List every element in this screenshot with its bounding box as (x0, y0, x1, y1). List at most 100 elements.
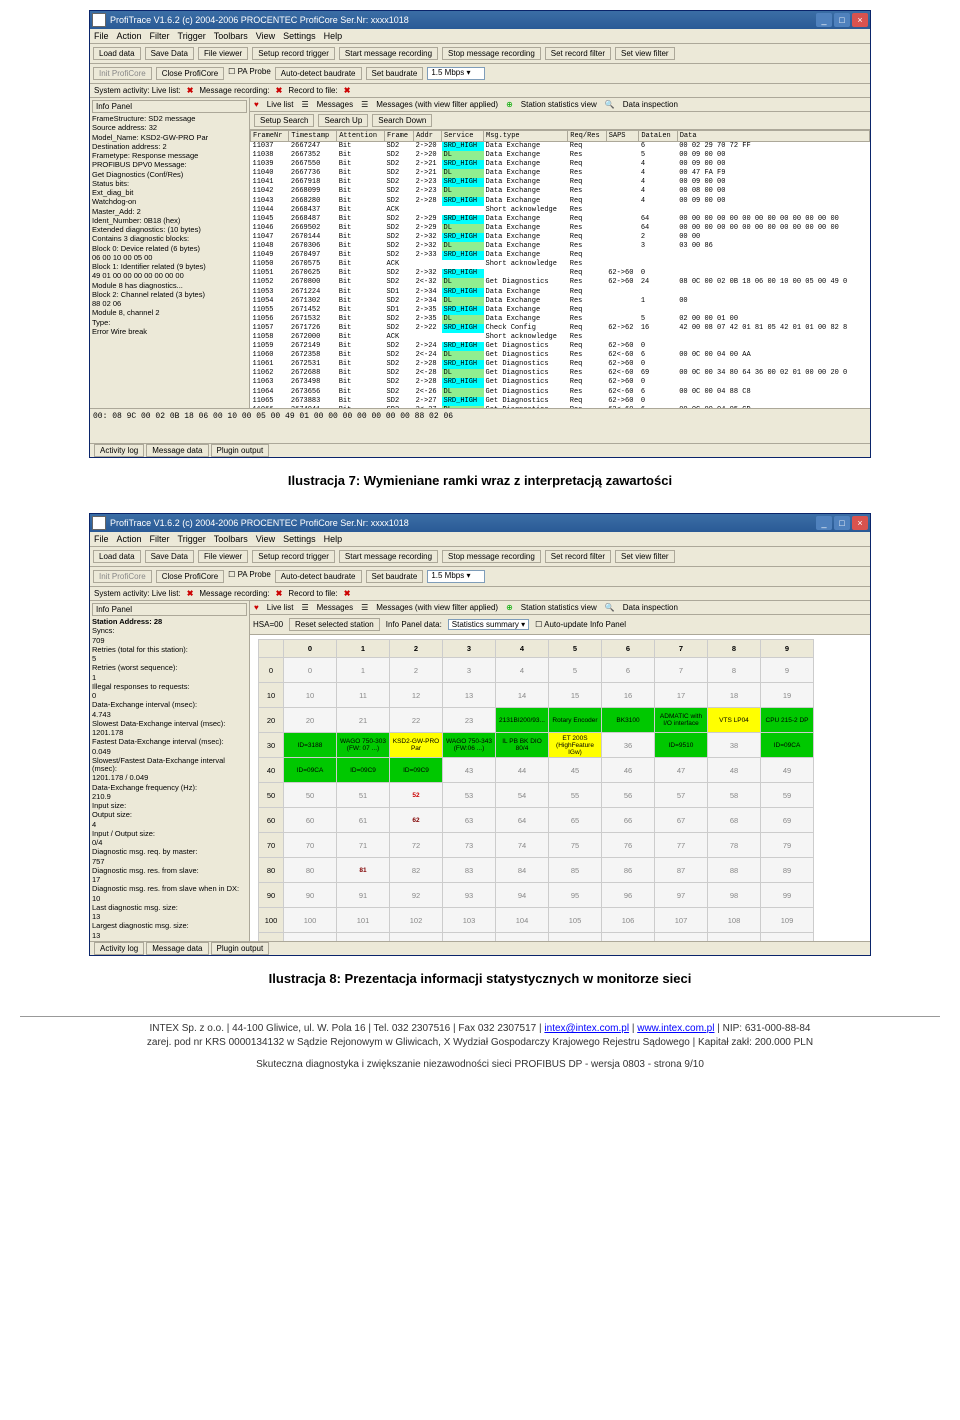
station-cell-28[interactable]: VTS LP04 (708, 708, 761, 733)
station-cell-100[interactable]: 100 (284, 908, 337, 933)
init-proficore-button-2[interactable]: Init ProfiCore (93, 570, 152, 583)
station-cell-43[interactable]: 43 (443, 758, 496, 783)
table-row[interactable]: 110542671302BitSD22->34DLData ExchangeRe… (251, 297, 870, 306)
station-cell-40[interactable]: ID=09CA (284, 758, 337, 783)
station-cell-119[interactable]: 119 (761, 933, 814, 942)
autodetect-baud-button-2[interactable]: Auto-detect baudrate (275, 570, 362, 583)
pa-probe-checkbox[interactable]: ☐ PA Probe (228, 67, 271, 80)
station-cell-66[interactable]: 66 (602, 808, 655, 833)
station-cell-5[interactable]: 5 (549, 658, 602, 683)
station-cell-90[interactable]: 90 (284, 883, 337, 908)
station-cell-91[interactable]: 91 (337, 883, 390, 908)
table-row[interactable]: 110662674041BitSD22<-27DLGet Diagnostics… (251, 406, 870, 408)
station-cell-107[interactable]: 107 (655, 908, 708, 933)
menu-file[interactable]: File (94, 31, 109, 41)
station-cell-61[interactable]: 61 (337, 808, 390, 833)
close-proficore-button[interactable]: Close ProfiCore (156, 67, 224, 80)
station-cell-36[interactable]: 36 (602, 733, 655, 758)
station-cell-96[interactable]: 96 (602, 883, 655, 908)
station-cell-106[interactable]: 106 (602, 908, 655, 933)
bottom-tab[interactable]: Message data (146, 444, 208, 457)
table-row[interactable]: 110472670144BitSD22->32SRD_HIGHData Exch… (251, 233, 870, 242)
station-cell-37[interactable]: ID=9510 (655, 733, 708, 758)
col-header[interactable]: Data (677, 131, 869, 142)
station-cell-1[interactable]: 1 (337, 658, 390, 683)
table-row[interactable]: 110622672688BitSD22<-28DLGet Diagnostics… (251, 369, 870, 378)
station-cell-45[interactable]: 45 (549, 758, 602, 783)
menu-file[interactable]: File (94, 534, 109, 544)
station-cell-67[interactable]: 67 (655, 808, 708, 833)
menu-view[interactable]: View (256, 31, 275, 41)
table-row[interactable]: 110552671452BitSD12->35SRD_HIGHData Exch… (251, 306, 870, 315)
table-row[interactable]: 110402667736BitSD22->21DLData ExchangeRe… (251, 169, 870, 178)
station-cell-31[interactable]: WAGO 750-303 (FW: 07 ...) (337, 733, 390, 758)
tab-messages-filter-2[interactable]: Messages (with view filter applied) (376, 603, 498, 612)
station-cell-98[interactable]: 98 (708, 883, 761, 908)
station-cell-20[interactable]: 20 (284, 708, 337, 733)
table-row[interactable]: 110612672531BitSD22->28SRD_HIGHGet Diagn… (251, 360, 870, 369)
station-cell-70[interactable]: 70 (284, 833, 337, 858)
toolbar-btn[interactable]: Setup record trigger (252, 550, 335, 563)
station-cell-24[interactable]: 2131BI200/93... (496, 708, 549, 733)
toolbar-btn[interactable]: Load data (93, 47, 141, 60)
station-cell-21[interactable]: 21 (337, 708, 390, 733)
station-cell-84[interactable]: 84 (496, 858, 549, 883)
table-row[interactable]: 110442668437BitACKShort acknowledgeRes (251, 206, 870, 215)
station-cell-7[interactable]: 7 (655, 658, 708, 683)
menu-trigger[interactable]: Trigger (178, 31, 206, 41)
station-cell-44[interactable]: 44 (496, 758, 549, 783)
baudrate-select[interactable]: 1.5 Mbps ▾ (427, 67, 485, 80)
station-cell-104[interactable]: 104 (496, 908, 549, 933)
col-header[interactable]: DataLen (639, 131, 677, 142)
autodetect-baud-button[interactable]: Auto-detect baudrate (275, 67, 362, 80)
col-header[interactable]: Timestamp (289, 131, 337, 142)
maximize-button[interactable]: □ (834, 13, 850, 27)
menu-help[interactable]: Help (324, 31, 343, 41)
toolbar-btn[interactable]: Set view filter (615, 550, 675, 563)
station-cell-51[interactable]: 51 (337, 783, 390, 808)
tab-station-stats[interactable]: Station statistics view (521, 100, 597, 109)
menu-action[interactable]: Action (117, 31, 142, 41)
toolbar-btn[interactable]: Stop message recording (442, 550, 541, 563)
station-cell-18[interactable]: 18 (708, 683, 761, 708)
station-cell-102[interactable]: 102 (390, 908, 443, 933)
search-btn[interactable]: Search Up (318, 114, 368, 127)
station-cell-95[interactable]: 95 (549, 883, 602, 908)
menu-view[interactable]: View (256, 534, 275, 544)
station-cell-48[interactable]: 48 (708, 758, 761, 783)
station-cell-49[interactable]: 49 (761, 758, 814, 783)
toolbar-btn[interactable]: Start message recording (339, 550, 438, 563)
station-cell-42[interactable]: ID=09C9 (390, 758, 443, 783)
close-button-2[interactable]: × (852, 516, 868, 530)
station-cell-14[interactable]: 14 (496, 683, 549, 708)
station-cell-17[interactable]: 17 (655, 683, 708, 708)
toolbar-btn[interactable]: Start message recording (339, 47, 438, 60)
station-cell-30[interactable]: ID=3188 (284, 733, 337, 758)
tab-messages-filter[interactable]: Messages (with view filter applied) (376, 100, 498, 109)
station-grid[interactable]: 0123456789001234567891010111213141516171… (250, 635, 870, 941)
table-row[interactable]: 110492670497BitSD22->33SRD_HIGHData Exch… (251, 251, 870, 260)
close-proficore-button-2[interactable]: Close ProfiCore (156, 570, 224, 583)
station-cell-54[interactable]: 54 (496, 783, 549, 808)
toolbar-btn[interactable]: Set record filter (545, 47, 611, 60)
tab-station-stats-2[interactable]: Station statistics view (521, 603, 597, 612)
table-row[interactable]: 110502670575BitACKShort acknowledgeRes (251, 260, 870, 269)
table-row[interactable]: 110392667550BitSD22->21SRD_HIGHData Exch… (251, 160, 870, 169)
menu-action[interactable]: Action (117, 534, 142, 544)
station-cell-33[interactable]: WAGO 750-343 (FW:06 ...) (443, 733, 496, 758)
station-cell-76[interactable]: 76 (602, 833, 655, 858)
maximize-button-2[interactable]: □ (834, 516, 850, 530)
table-row[interactable]: 110452668487BitSD22->29SRD_HIGHData Exch… (251, 215, 870, 224)
station-cell-73[interactable]: 73 (443, 833, 496, 858)
footer-url-link[interactable]: www.intex.com.pl (637, 1023, 714, 1034)
station-cell-87[interactable]: 87 (655, 858, 708, 883)
reset-station-button[interactable]: Reset selected station (289, 618, 380, 631)
menu-toolbars[interactable]: Toolbars (214, 534, 248, 544)
station-cell-59[interactable]: 59 (761, 783, 814, 808)
toolbar-btn[interactable]: Save Data (145, 47, 194, 60)
station-cell-27[interactable]: ADMATIC with I/O interface (655, 708, 708, 733)
station-cell-55[interactable]: 55 (549, 783, 602, 808)
tab-livelist[interactable]: Live list (267, 100, 294, 109)
station-cell-15[interactable]: 15 (549, 683, 602, 708)
station-cell-69[interactable]: 69 (761, 808, 814, 833)
